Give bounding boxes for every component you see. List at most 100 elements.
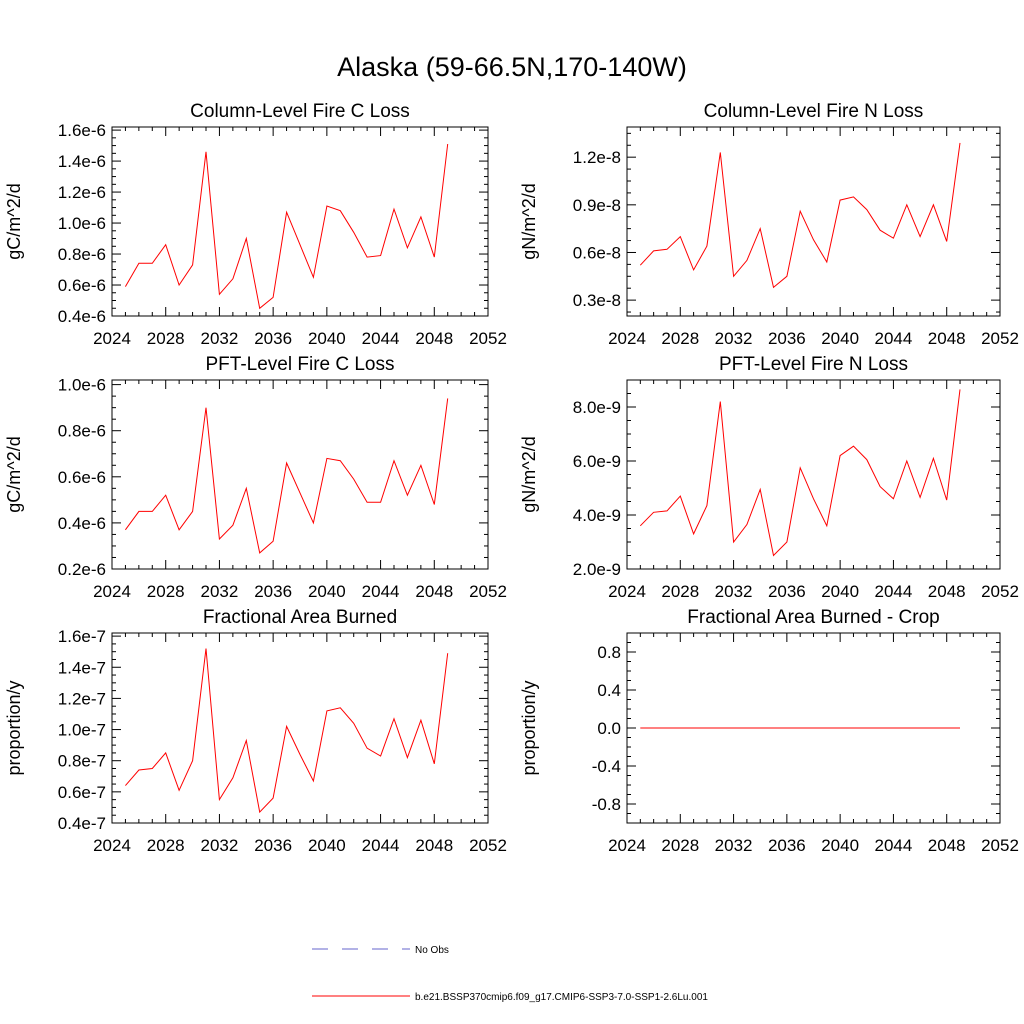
x-tick-label: 2024 [93, 582, 131, 601]
chart-panel-3: PFT-Level Fire C Loss gC/m^2/d 2024 2028 203… [4, 354, 507, 601]
y-tick-label: 0.6e-8 [573, 243, 621, 262]
x-tick-label: 2032 [201, 836, 239, 855]
x-tick-label: 2052 [469, 329, 507, 348]
y-tick-label: -0.8 [592, 795, 621, 814]
x-tick-label: 2036 [254, 582, 292, 601]
y-axis-label: gC/m^2/d [4, 436, 24, 512]
y-tick-label: 0.9e-8 [573, 196, 621, 215]
y-tick-label: 0.6e-6 [58, 468, 106, 487]
x-tick-label: 2040 [308, 836, 346, 855]
y-tick-label: 0.0 [597, 719, 621, 738]
panel-title: Column-Level Fire N Loss [704, 101, 924, 122]
series-line-1 [639, 389, 961, 557]
y-tick-label: 1.0e-7 [58, 721, 106, 740]
x-tick-label: 2036 [254, 329, 292, 348]
x-tick-label: 2040 [821, 582, 859, 601]
x-tick-label: 2052 [981, 582, 1019, 601]
x-tick-label: 2040 [821, 329, 859, 348]
x-tick-label: 2028 [147, 582, 185, 601]
y-tick-label: 0.4e-6 [58, 307, 106, 326]
x-tick-label: 2048 [415, 836, 453, 855]
y-axis-label: proportion/y [4, 680, 24, 775]
y-tick-label: 0.4 [597, 681, 621, 700]
plot-frame [111, 632, 489, 824]
series-line-1 [125, 648, 449, 814]
legend-label-1: No Obs [415, 945, 449, 956]
chart-panel-2: Column-Level Fire N Loss gN/m^2/d 2024 2028… [519, 101, 1019, 348]
y-axis-label: gC/m^2/d [4, 183, 24, 259]
x-tick-label: 2032 [715, 582, 753, 601]
y-tick-label: 0.8 [597, 643, 621, 662]
x-tick-label: 2040 [308, 582, 346, 601]
x-tick-label: 2048 [415, 329, 453, 348]
x-tick-label: 2024 [93, 329, 131, 348]
plot-frame [626, 126, 1001, 317]
plot-frame [626, 379, 1001, 570]
y-tick-label: 0.8e-6 [58, 245, 106, 264]
x-tick-label: 2024 [608, 836, 646, 855]
x-tick-label: 2044 [362, 836, 400, 855]
legend-label-2: b.e21.BSSP370cmip6.f09_g17.CMIP6-SSP3-7.… [415, 992, 708, 1003]
y-tick-label: 0.8e-6 [58, 422, 106, 441]
panel-title: Fractional Area Burned [203, 607, 397, 628]
legend: No Obs b.e21.BSSP370cmip6.f09_g17.CMIP6-S… [312, 945, 708, 1003]
panel-title: PFT-Level Fire N Loss [719, 354, 908, 375]
chart-panel-4: PFT-Level Fire N Loss gN/m^2/d 2024 2028 203… [519, 354, 1019, 601]
y-tick-label: 1.2e-6 [58, 183, 106, 202]
chart-panel-6: Fractional Area Burned - Crop proportion/… [519, 607, 1019, 855]
y-tick-label: 1.4e-7 [58, 658, 106, 677]
x-tick-label: 2048 [928, 329, 966, 348]
plot-frame [111, 126, 489, 317]
x-tick-label: 2044 [362, 329, 400, 348]
x-tick-label: 2032 [715, 836, 753, 855]
figure-title: Alaska (59-66.5N,170-140W) [337, 52, 687, 82]
x-tick-label: 2032 [715, 329, 753, 348]
x-tick-label: 2036 [254, 836, 292, 855]
panel-title: PFT-Level Fire C Loss [206, 354, 395, 375]
x-tick-label: 2044 [875, 836, 913, 855]
y-tick-label: 4.0e-9 [573, 506, 621, 525]
series-line-1 [124, 143, 449, 310]
y-tick-label: 1.6e-6 [58, 121, 106, 140]
x-tick-label: 2032 [201, 329, 239, 348]
chart-panel-1: Column-Level Fire C Loss gC/m^2/d 2024 2028… [4, 101, 507, 348]
x-tick-label: 2024 [608, 329, 646, 348]
y-tick-label: 1.2e-7 [58, 689, 106, 708]
x-tick-label: 2028 [661, 582, 699, 601]
x-tick-label: 2052 [469, 582, 507, 601]
x-tick-label: 2048 [928, 836, 966, 855]
series-line-1 [124, 398, 449, 554]
x-tick-label: 2044 [875, 582, 913, 601]
y-tick-label: 0.2e-6 [58, 560, 106, 579]
y-tick-label: 6.0e-9 [573, 452, 621, 471]
y-tick-label: 1.2e-8 [573, 148, 621, 167]
chart-panel-5: Fractional Area Burned proportion/y 2024 20… [4, 607, 507, 855]
panel-title: Column-Level Fire C Loss [190, 101, 410, 122]
y-axis-label: gN/m^2/d [519, 436, 539, 512]
y-tick-label: 0.4e-6 [58, 514, 106, 533]
y-tick-label: -0.4 [592, 757, 621, 776]
x-tick-label: 2052 [981, 329, 1019, 348]
x-tick-label: 2036 [768, 582, 806, 601]
x-tick-label: 2052 [469, 836, 507, 855]
x-tick-label: 2048 [415, 582, 453, 601]
x-tick-label: 2048 [928, 582, 966, 601]
x-tick-label: 2024 [93, 836, 131, 855]
y-tick-label: 2.0e-9 [573, 560, 621, 579]
plot-frame [111, 379, 489, 570]
y-tick-label: 0.3e-8 [573, 291, 621, 310]
y-tick-label: 1.0e-6 [58, 214, 106, 233]
series-line-1 [639, 142, 961, 289]
y-axis-label: proportion/y [519, 680, 539, 775]
x-tick-label: 2028 [661, 329, 699, 348]
x-tick-label: 2024 [608, 582, 646, 601]
y-tick-label: 1.6e-7 [58, 627, 106, 646]
y-tick-label: 8.0e-9 [573, 398, 621, 417]
y-tick-label: 1.0e-6 [58, 376, 106, 395]
panel-title: Fractional Area Burned - Crop [687, 607, 939, 628]
x-tick-label: 2032 [201, 582, 239, 601]
y-tick-label: 1.4e-6 [58, 152, 106, 171]
x-tick-label: 2028 [661, 836, 699, 855]
x-tick-label: 2044 [362, 582, 400, 601]
